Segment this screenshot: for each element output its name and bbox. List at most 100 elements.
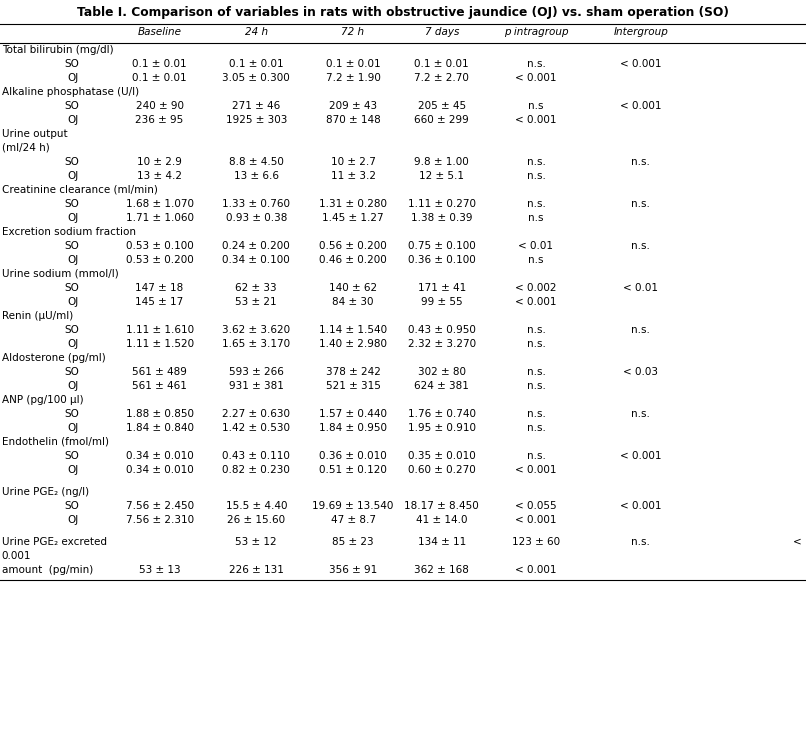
Text: OJ: OJ [68,465,79,475]
Text: 1.84 ± 0.840: 1.84 ± 0.840 [126,423,193,433]
Text: 47 ± 8.7: 47 ± 8.7 [330,515,376,525]
Text: p intragroup: p intragroup [504,27,568,37]
Text: (ml/24 h): (ml/24 h) [2,143,49,153]
Text: 0.1 ± 0.01: 0.1 ± 0.01 [414,59,469,69]
Text: 85 ± 23: 85 ± 23 [332,537,374,547]
Text: OJ: OJ [68,381,79,391]
Text: 624 ± 381: 624 ± 381 [414,381,469,391]
Text: 72 h: 72 h [342,27,364,37]
Text: 240 ± 90: 240 ± 90 [135,101,184,111]
Text: 99 ± 55: 99 ± 55 [421,297,463,307]
Text: 53 ± 12: 53 ± 12 [235,537,277,547]
Text: 1.76 ± 0.740: 1.76 ± 0.740 [408,409,476,419]
Text: 362 ± 168: 362 ± 168 [414,565,469,575]
Text: 3.62 ± 3.620: 3.62 ± 3.620 [222,325,290,335]
Text: 1925 ± 303: 1925 ± 303 [226,115,287,125]
Text: 53 ± 13: 53 ± 13 [139,565,181,575]
Text: 18.17 ± 8.450: 18.17 ± 8.450 [405,501,479,511]
Text: <: < [793,537,802,547]
Text: 660 ± 299: 660 ± 299 [414,115,469,125]
Text: OJ: OJ [68,73,79,83]
Text: ANP (pg/100 μl): ANP (pg/100 μl) [2,395,83,405]
Text: 8.8 ± 4.50: 8.8 ± 4.50 [229,157,284,167]
Text: 1.14 ± 1.540: 1.14 ± 1.540 [319,325,387,335]
Text: 209 ± 43: 209 ± 43 [329,101,377,111]
Text: OJ: OJ [68,515,79,525]
Text: < 0.01: < 0.01 [518,241,554,251]
Text: amount  (pg/min): amount (pg/min) [2,565,93,575]
Text: < 0.001: < 0.001 [620,501,662,511]
Text: n.s.: n.s. [526,409,546,419]
Text: SO: SO [64,409,79,419]
Text: SO: SO [64,367,79,377]
Text: Urine PGE₂ (ng/l): Urine PGE₂ (ng/l) [2,487,89,497]
Text: 2.32 ± 3.270: 2.32 ± 3.270 [408,339,476,349]
Text: 24 h: 24 h [245,27,268,37]
Text: 0.35 ± 0.010: 0.35 ± 0.010 [408,451,476,461]
Text: n.s.: n.s. [631,157,650,167]
Text: n.s.: n.s. [526,451,546,461]
Text: n.s: n.s [528,213,544,223]
Text: 41 ± 14.0: 41 ± 14.0 [416,515,467,525]
Text: 0.1 ± 0.01: 0.1 ± 0.01 [326,59,380,69]
Text: n.s.: n.s. [526,423,546,433]
Text: 147 ± 18: 147 ± 18 [135,283,184,293]
Text: 10 ± 2.7: 10 ± 2.7 [330,157,376,167]
Text: OJ: OJ [68,213,79,223]
Text: 1.57 ± 0.440: 1.57 ± 0.440 [319,409,387,419]
Text: 13 ± 4.2: 13 ± 4.2 [137,171,182,181]
Text: SO: SO [64,283,79,293]
Text: Aldosterone (pg/ml): Aldosterone (pg/ml) [2,353,106,363]
Text: 0.43 ± 0.110: 0.43 ± 0.110 [222,451,290,461]
Text: 0.43 ± 0.950: 0.43 ± 0.950 [408,325,476,335]
Text: 1.68 ± 1.070: 1.68 ± 1.070 [126,199,193,209]
Text: 1.95 ± 0.910: 1.95 ± 0.910 [408,423,476,433]
Text: n.s.: n.s. [526,325,546,335]
Text: SO: SO [64,451,79,461]
Text: OJ: OJ [68,423,79,433]
Text: 0.1 ± 0.01: 0.1 ± 0.01 [132,73,187,83]
Text: < 0.055: < 0.055 [515,501,557,511]
Text: 302 ± 80: 302 ± 80 [418,367,466,377]
Text: Urine PGE₂ excreted: Urine PGE₂ excreted [2,537,106,547]
Text: 0.56 ± 0.200: 0.56 ± 0.200 [319,241,387,251]
Text: 593 ± 266: 593 ± 266 [229,367,284,377]
Text: n.s: n.s [528,255,544,265]
Text: n.s.: n.s. [526,157,546,167]
Text: < 0.001: < 0.001 [515,465,557,475]
Text: 0.34 ± 0.010: 0.34 ± 0.010 [126,465,193,475]
Text: < 0.001: < 0.001 [620,451,662,461]
Text: 378 ± 242: 378 ± 242 [326,367,380,377]
Text: 7.56 ± 2.450: 7.56 ± 2.450 [126,501,193,511]
Text: n.s.: n.s. [526,367,546,377]
Text: 0.51 ± 0.120: 0.51 ± 0.120 [319,465,387,475]
Text: 3.05 ± 0.300: 3.05 ± 0.300 [222,73,290,83]
Text: 145 ± 17: 145 ± 17 [135,297,184,307]
Text: 0.36 ± 0.010: 0.36 ± 0.010 [319,451,387,461]
Text: 561 ± 489: 561 ± 489 [132,367,187,377]
Text: 1.45 ± 1.27: 1.45 ± 1.27 [322,213,384,223]
Text: n.s.: n.s. [526,171,546,181]
Text: < 0.001: < 0.001 [620,101,662,111]
Text: n.s.: n.s. [526,339,546,349]
Text: 0.24 ± 0.200: 0.24 ± 0.200 [222,241,290,251]
Text: 870 ± 148: 870 ± 148 [326,115,380,125]
Text: OJ: OJ [68,255,79,265]
Text: Baseline: Baseline [138,27,181,37]
Text: 236 ± 95: 236 ± 95 [135,115,184,125]
Text: 0.53 ± 0.200: 0.53 ± 0.200 [126,255,193,265]
Text: < 0.001: < 0.001 [515,73,557,83]
Text: Excretion sodium fraction: Excretion sodium fraction [2,227,135,237]
Text: 140 ± 62: 140 ± 62 [329,283,377,293]
Text: n.s.: n.s. [631,409,650,419]
Text: Alkaline phosphatase (U/l): Alkaline phosphatase (U/l) [2,87,139,97]
Text: 205 ± 45: 205 ± 45 [418,101,466,111]
Text: < 0.002: < 0.002 [515,283,557,293]
Text: Table I. Comparison of variables in rats with obstructive jaundice (OJ) vs. sham: Table I. Comparison of variables in rats… [77,6,729,19]
Text: 12 ± 5.1: 12 ± 5.1 [419,171,464,181]
Text: 19.69 ± 13.540: 19.69 ± 13.540 [313,501,393,511]
Text: 1.42 ± 0.530: 1.42 ± 0.530 [222,423,290,433]
Text: SO: SO [64,241,79,251]
Text: 0.36 ± 0.100: 0.36 ± 0.100 [408,255,476,265]
Text: 1.38 ± 0.39: 1.38 ± 0.39 [411,213,472,223]
